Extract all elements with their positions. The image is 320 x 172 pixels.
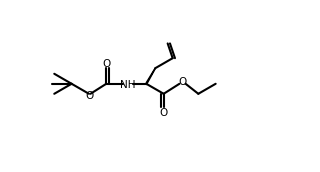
Text: O: O [85, 91, 94, 101]
Polygon shape [146, 68, 155, 85]
Text: O: O [160, 108, 168, 118]
Text: NH: NH [120, 79, 136, 90]
Text: O: O [102, 59, 110, 69]
Text: O: O [179, 77, 187, 87]
